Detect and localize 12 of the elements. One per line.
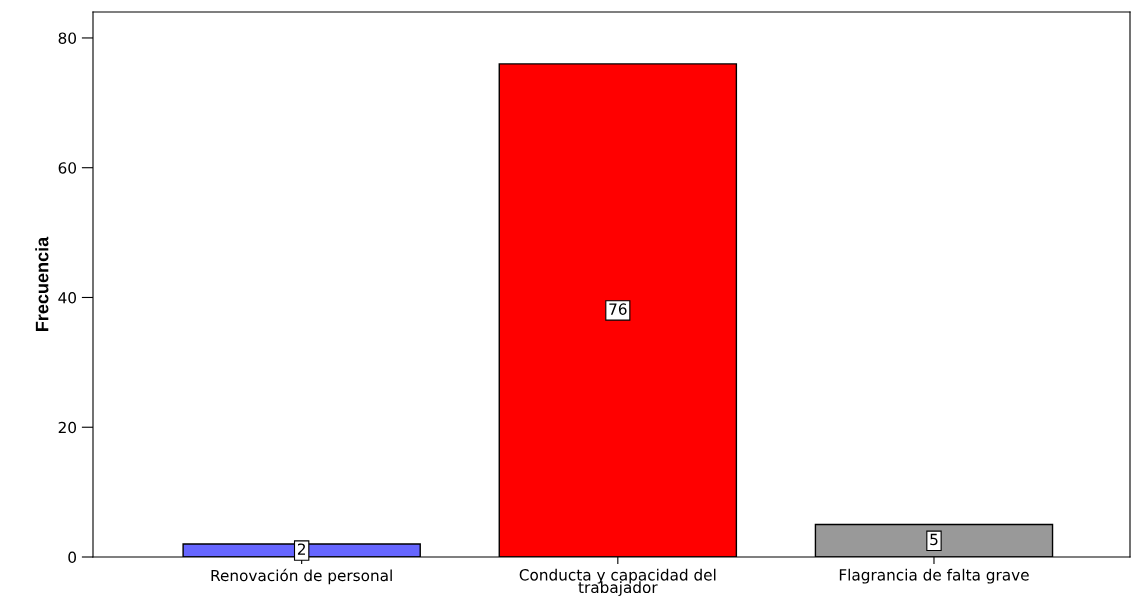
x-tick-label: Flagrancia de falta grave [839, 568, 1029, 584]
y-axis-title: Frecuencia [35, 236, 49, 331]
data-label: 2 [297, 543, 305, 555]
x-tick-label: Renovación de personal [211, 568, 392, 585]
y-tick-label: 40 [58, 291, 77, 304]
y-tick-label: 80 [58, 32, 77, 44]
y-tick-label: 0 [68, 551, 77, 564]
data-label: 76 [609, 303, 627, 315]
y-tick-label: 60 [58, 162, 77, 174]
data-label: 5 [930, 533, 938, 546]
y-tick-label: 20 [58, 421, 77, 434]
x-tick-label: Conducta y capacidad del trabajador [519, 568, 716, 597]
